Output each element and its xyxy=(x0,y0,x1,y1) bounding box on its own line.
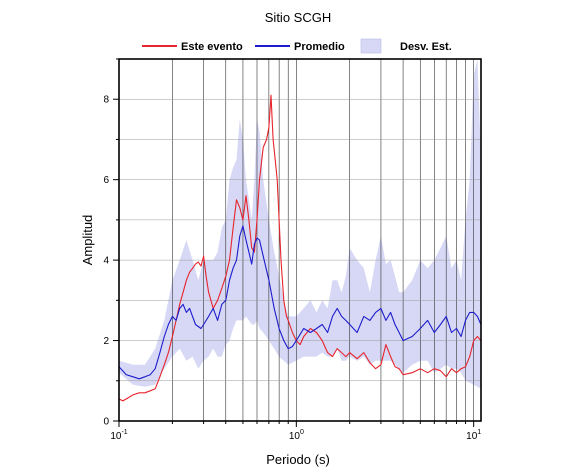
y-tick-label: 8 xyxy=(103,95,109,106)
legend-label-desv-est: Desv. Est. xyxy=(400,41,452,53)
std-dev-band-layer xyxy=(119,59,481,389)
y-tick-label: 4 xyxy=(103,256,109,267)
x-tick-label: 10-1 xyxy=(110,429,127,442)
y-tick-label: 6 xyxy=(103,175,109,186)
series-layer xyxy=(118,94,482,402)
legend-swatch-desv-est xyxy=(360,38,382,54)
legend: Este evento Promedio Desv. Est. xyxy=(142,38,452,54)
legend-label-este-evento: Este evento xyxy=(181,41,243,53)
y-tick-label: 0 xyxy=(103,417,109,428)
y-axis-ticks: 0 2 4 6 8 xyxy=(103,58,119,428)
y-tick-label: 2 xyxy=(103,336,109,347)
x-tick-label: 100 xyxy=(289,429,304,442)
plot-frame xyxy=(118,58,482,422)
series-line-este-evento xyxy=(118,94,482,402)
std-dev-band xyxy=(119,59,481,389)
x-axis-label: Periodo (s) xyxy=(266,452,330,467)
grid-layer xyxy=(119,59,481,421)
chart-title: Sitio SCGH xyxy=(265,10,331,25)
legend-label-promedio: Promedio xyxy=(294,41,345,53)
x-axis-ticks: 10-1 100 101 xyxy=(110,421,481,442)
x-tick-label: 101 xyxy=(466,429,481,442)
y-axis-label: Amplitud xyxy=(80,215,95,266)
series-line-promedio xyxy=(118,225,482,380)
